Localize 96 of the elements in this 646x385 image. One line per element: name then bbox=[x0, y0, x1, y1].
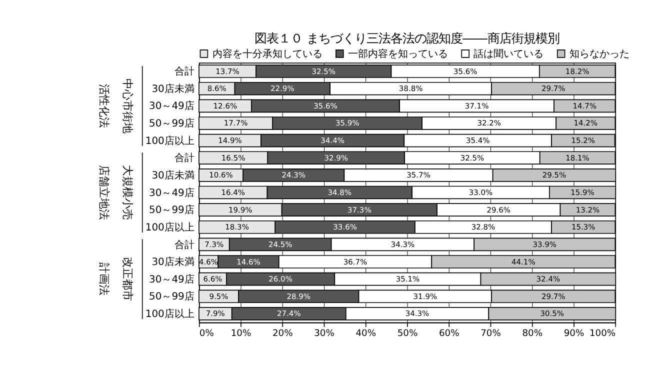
data-label: 38.8% bbox=[398, 84, 423, 94]
data-label: 28.9% bbox=[286, 292, 311, 301]
data-label: 35.1% bbox=[396, 274, 420, 284]
data-label: 32.4% bbox=[536, 274, 560, 284]
chart-title: 図表１０ まちづくり三法各法の認知度――商店街規模別 bbox=[254, 30, 560, 46]
data-label: 18.1% bbox=[566, 153, 590, 162]
data-label: 19.9% bbox=[228, 205, 252, 214]
data-label: 24.5% bbox=[268, 240, 292, 249]
data-label: 15.9% bbox=[570, 188, 594, 197]
x-tick-label: 70% bbox=[480, 329, 502, 340]
x-tick-label: 30% bbox=[314, 329, 335, 340]
data-label: 31.9% bbox=[413, 292, 438, 301]
data-label: 32.2% bbox=[477, 118, 501, 128]
x-tick-label: 90% bbox=[564, 329, 584, 340]
y-tick-label: 50～99店 bbox=[149, 118, 194, 130]
y-tick-label: 100店以上 bbox=[145, 221, 194, 234]
data-label: 18.2% bbox=[565, 66, 590, 76]
data-label: 37.1% bbox=[464, 101, 489, 110]
data-label: 36.7% bbox=[343, 257, 368, 266]
data-label: 37.3% bbox=[348, 205, 372, 214]
y-tick-label: 50～99店 bbox=[149, 290, 194, 303]
y-tick-label: 30店未満 bbox=[152, 82, 194, 95]
y-tick-label: 50～99店 bbox=[149, 204, 194, 216]
data-label: 29.7% bbox=[541, 84, 566, 94]
x-tick-label: 100% bbox=[589, 329, 616, 340]
data-label: 35.7% bbox=[406, 170, 430, 180]
legend-label: 知らなかった bbox=[569, 48, 630, 60]
y-tick-label: 合計 bbox=[174, 152, 194, 164]
data-label: 35.6% bbox=[453, 66, 478, 76]
data-label: 14.7% bbox=[572, 101, 596, 110]
text: 大規模小売 bbox=[121, 164, 134, 220]
text: 活性化法 bbox=[98, 84, 111, 128]
data-label: 33.6% bbox=[333, 222, 357, 232]
data-label: 14.6% bbox=[236, 257, 260, 266]
y-tick-label: 100店以上 bbox=[145, 308, 194, 320]
data-label: 7.3% bbox=[204, 240, 224, 249]
data-label: 35.4% bbox=[466, 136, 490, 146]
legend-label: 内容を十分承知している bbox=[212, 48, 322, 60]
data-label: 29.5% bbox=[542, 170, 566, 180]
data-label: 12.6% bbox=[213, 101, 238, 110]
text: 計画法 bbox=[98, 262, 111, 296]
y-tick-label: 30店未満 bbox=[152, 170, 194, 182]
y-tick-label: 30～49店 bbox=[149, 186, 194, 199]
data-label: 13.7% bbox=[216, 66, 240, 76]
data-label: 29.7% bbox=[541, 292, 566, 301]
data-label: 15.3% bbox=[571, 222, 596, 232]
data-label: 17.7% bbox=[224, 118, 248, 128]
data-label: 33.0% bbox=[468, 188, 493, 197]
data-label: 16.4% bbox=[221, 188, 245, 197]
data-label: 10.6% bbox=[209, 170, 233, 180]
text: 中心市街地 bbox=[121, 78, 134, 134]
data-label: 44.1% bbox=[512, 257, 536, 266]
y-tick-label: 合計 bbox=[174, 66, 194, 78]
data-label: 35.9% bbox=[335, 118, 360, 128]
x-tick-label: 60% bbox=[438, 329, 460, 340]
data-label: 22.9% bbox=[270, 84, 294, 94]
x-tick-label: 20% bbox=[272, 329, 294, 340]
x-tick-label: 0% bbox=[199, 329, 214, 340]
data-label: 26.0% bbox=[268, 274, 292, 284]
data-label: 7.9% bbox=[206, 309, 225, 318]
data-label: 32.5% bbox=[460, 153, 484, 162]
data-label: 32.5% bbox=[312, 66, 336, 76]
x-tick-label: 10% bbox=[230, 329, 252, 340]
data-label: 14.2% bbox=[574, 118, 598, 128]
data-label: 30.5% bbox=[540, 309, 564, 318]
text: 改正都市 bbox=[121, 257, 134, 302]
data-label: 34.3% bbox=[405, 309, 430, 318]
data-label: 34.3% bbox=[390, 240, 415, 249]
data-label: 34.8% bbox=[328, 188, 352, 197]
y-tick-label: 100店以上 bbox=[145, 134, 194, 147]
data-label: 34.4% bbox=[320, 136, 344, 146]
y-tick-label: 30～49店 bbox=[149, 100, 194, 112]
data-label: 6.6% bbox=[203, 274, 222, 284]
data-label: 32.9% bbox=[324, 153, 348, 162]
data-label: 14.9% bbox=[218, 136, 242, 146]
y-tick-label: 合計 bbox=[174, 238, 194, 251]
data-label: 35.6% bbox=[314, 101, 338, 110]
data-label: 9.5% bbox=[209, 292, 228, 301]
data-label: 13.2% bbox=[576, 205, 600, 214]
data-label: 24.3% bbox=[282, 170, 306, 180]
data-label: 8.6% bbox=[207, 84, 226, 94]
text: 店舗立地法 bbox=[98, 164, 111, 220]
data-label: 29.6% bbox=[486, 205, 511, 214]
data-label: 16.5% bbox=[221, 153, 246, 162]
x-tick-label: 80% bbox=[522, 329, 543, 340]
data-label: 27.4% bbox=[276, 309, 301, 318]
data-label: 32.8% bbox=[471, 222, 496, 232]
data-label: 15.2% bbox=[571, 136, 596, 146]
legend-label: 話は聞いている bbox=[474, 48, 544, 60]
x-tick-label: 50% bbox=[397, 329, 418, 340]
y-tick-label: 30～49店 bbox=[149, 273, 194, 286]
data-label: 18.3% bbox=[225, 222, 249, 232]
data-label: 33.9% bbox=[532, 240, 557, 249]
x-tick-label: 40% bbox=[356, 329, 376, 340]
y-tick-label: 30店未満 bbox=[152, 256, 194, 268]
legend-label: 一部内容を知っている bbox=[348, 48, 448, 60]
